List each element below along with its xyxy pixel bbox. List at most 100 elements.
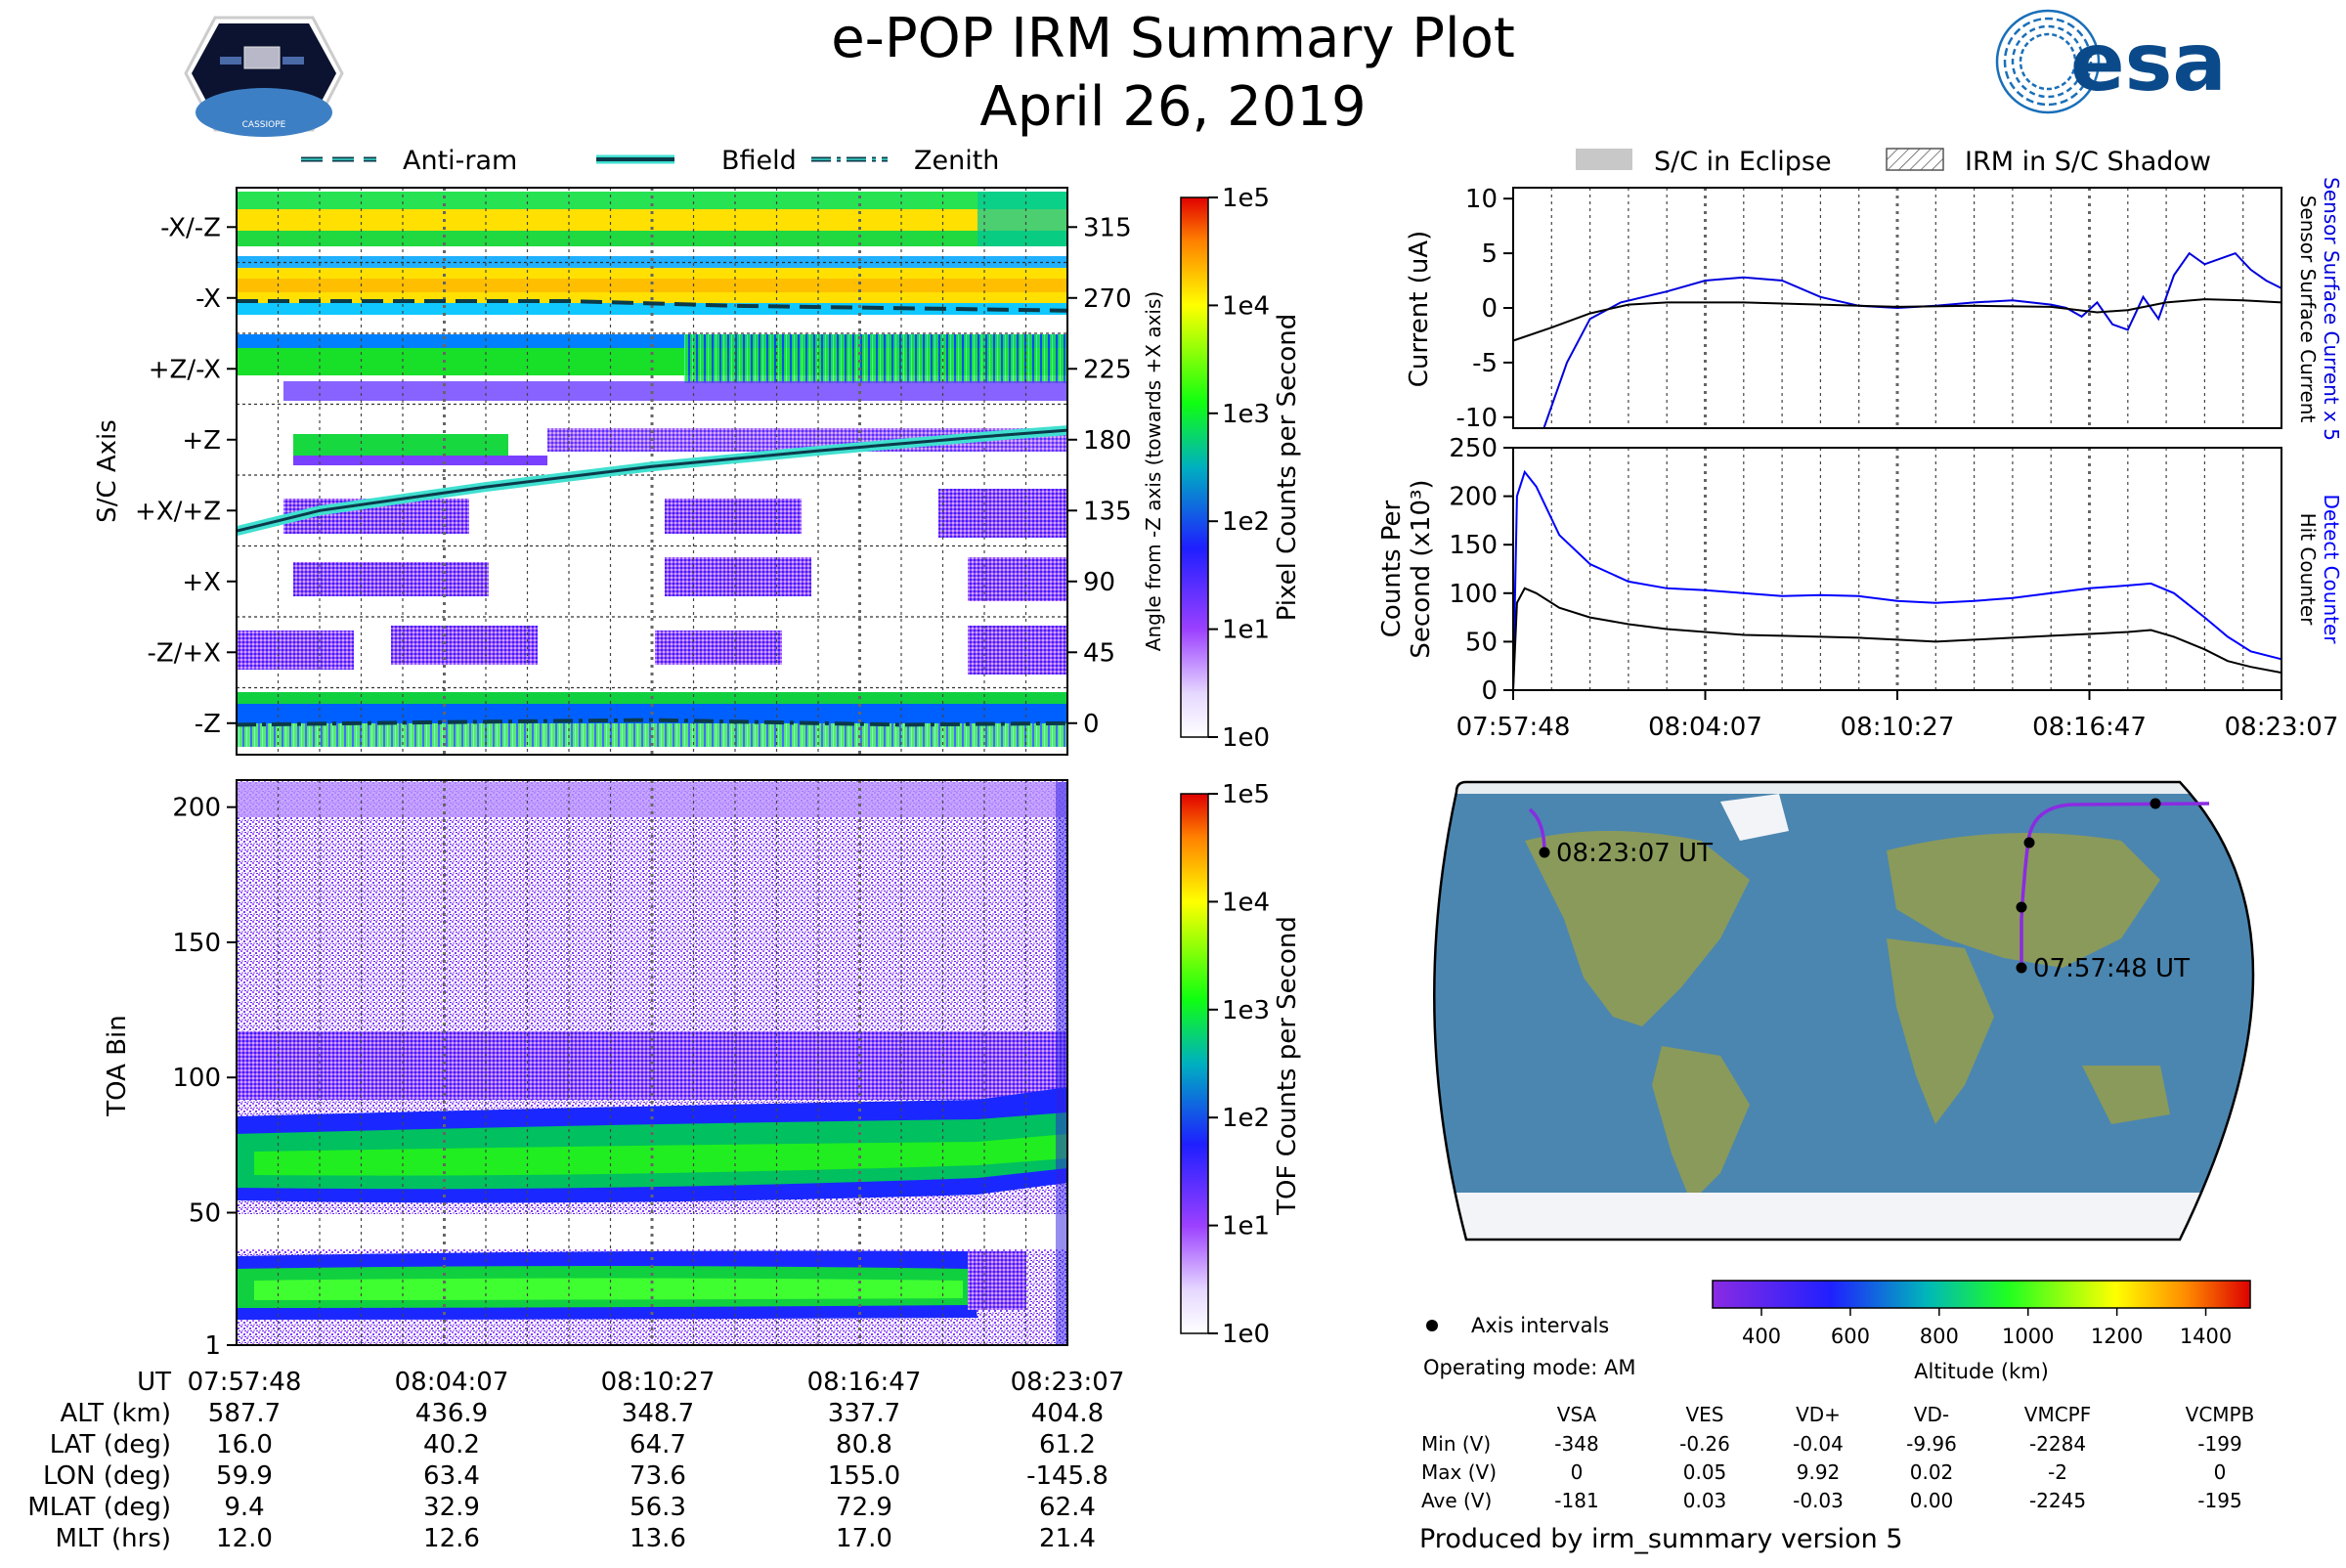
current-tick-label-0: 10: [1465, 185, 1498, 214]
cb1-ticks-label-1: 1e4: [1222, 291, 1270, 321]
antiram-trace: [237, 299, 1068, 313]
ephem-cell-5-1: 12.6: [423, 1524, 480, 1553]
sc-axis-tick-label-4: +X/+Z: [135, 497, 221, 526]
ephem-cell-4-0: 9.4: [224, 1493, 264, 1522]
counts-time-gridlines: [1550, 448, 2244, 690]
voltage-col-4: VMCPF: [2024, 1403, 2091, 1426]
voltage-row-label-0: Min (V): [1421, 1432, 1491, 1456]
cassiope-logo-text: CASSIOPE: [242, 120, 286, 130]
cb1-ticks-label-0: 1e5: [1222, 184, 1270, 213]
toa-bin-ticks: 200 150 100 50 1: [172, 794, 237, 1361]
axis-intervals-marker: [1426, 1320, 1438, 1331]
voltage-col-3: VD-: [1914, 1403, 1949, 1426]
voltage-cell-2-1: 0.03: [1683, 1489, 1727, 1512]
altitude-tick-label-5: 1400: [2180, 1325, 2232, 1348]
toa-heatmap-panel: 200 150 100 50 1 TOA Bin: [103, 779, 1068, 1361]
voltage-cell-1-3: 0.02: [1910, 1460, 1954, 1484]
toa-tick-label-2: 100: [172, 1064, 221, 1093]
voltage-col-1: VES: [1685, 1403, 1723, 1426]
sc-axis-ticks: -X/-Z -X +Z/-X +Z +X/+Z +X -Z/+X -Z: [135, 213, 237, 739]
altitude-tick-label-4: 1200: [2091, 1325, 2143, 1348]
counts-xtick-label-0: 07:57:48: [1456, 713, 1571, 742]
cb1-ticks-label-3: 1e2: [1222, 507, 1270, 537]
sensor-surface-current-x5-line: [1542, 251, 2282, 429]
angle-tick-label-4: 135: [1083, 497, 1132, 526]
sc-axis-tick-label-6: -Z/+X: [147, 638, 221, 668]
produced-by: Produced by irm_summary version 5: [1419, 1524, 1903, 1554]
legend-eclipse: S/C in Eclipse: [1654, 147, 1832, 177]
voltage-row-label-2: Ave (V): [1421, 1489, 1492, 1512]
ground-track-map: 08:23:07 UT 07:57:48 UT: [1433, 780, 2255, 1241]
voltage-row-label-1: Max (V): [1421, 1460, 1497, 1484]
detect-counter-line: [1512, 469, 2282, 691]
toa-time-gridlines: [277, 780, 1027, 1345]
ephem-cell-1-1: 436.9: [415, 1399, 488, 1428]
ephem-cell-5-4: 21.4: [1039, 1524, 1096, 1553]
ephem-cell-2-1: 40.2: [423, 1430, 480, 1459]
counts-y-label-line1: Counts Per: [1377, 500, 1407, 637]
voltage-col-0: VSA: [1557, 1403, 1597, 1426]
sc-axis-tick-label-7: -Z: [195, 710, 221, 739]
ephem-row-label-3: LON (deg): [43, 1461, 171, 1491]
voltage-cell-0-5: -199: [2197, 1432, 2241, 1456]
current-tick-label-1: 5: [1481, 240, 1498, 269]
ephem-cell-2-0: 16.0: [216, 1430, 273, 1459]
ephem-row-label-4: MLAT (deg): [27, 1493, 171, 1522]
counts-right-label-blue: Detect Counter: [2320, 495, 2343, 645]
counts-xtick-label-4: 08:23:07: [2225, 713, 2339, 742]
counts-tick-label-0: 250: [1449, 434, 1498, 463]
voltage-cell-2-5: -195: [2197, 1489, 2241, 1512]
current-right-label-black: Sensor Surface Current: [2296, 196, 2320, 423]
counts-panel: 250 200 150 100 50 0 07:57:48 08:04:07 08:10:27…: [1377, 434, 2343, 742]
angle-tick-label-0: 315: [1083, 213, 1132, 242]
voltage-cell-0-3: -9.96: [1906, 1432, 1957, 1456]
ephem-cell-4-1: 32.9: [423, 1493, 480, 1522]
axis-intervals-label: Axis intervals: [1471, 1314, 1609, 1337]
sc-axis-tick-label-2: +Z/-X: [149, 355, 221, 384]
ephem-cell-3-2: 73.6: [630, 1461, 686, 1491]
altitude-tick-label-1: 600: [1831, 1325, 1870, 1348]
ephem-cell-1-4: 404.8: [1031, 1399, 1104, 1428]
legend-zenith: Zenith: [914, 146, 999, 176]
cb2-ticks-label-1: 1e4: [1222, 888, 1270, 917]
cb2-ticks-label-2: 1e3: [1222, 996, 1270, 1025]
tof-colorbar: 1e5 1e4 1e3 1e2 1e1 1e0 TOF Counts per Second: [1180, 780, 1302, 1349]
voltage-table: VSA VES VD+ VD- VMCPF VCMPB Min (V) -348 -0.26 -0…: [1421, 1403, 2254, 1512]
voltage-cell-0-0: -348: [1554, 1432, 1598, 1456]
counts-tick-label-1: 200: [1449, 483, 1498, 512]
cb2-ticks-label-3: 1e2: [1222, 1104, 1270, 1133]
voltage-col-5: VCMPB: [2186, 1403, 2255, 1426]
ephem-cell-5-2: 13.6: [630, 1524, 686, 1553]
cb2-ticks-label-4: 1e1: [1222, 1212, 1270, 1241]
current-right-label-blue: Sensor Surface Current x 5: [2320, 177, 2343, 441]
pixel-heatmap-panel: -X/-Z -X +Z/-X +Z +X/+Z +X -Z/+X -Z 315 270 225 18…: [93, 187, 1165, 756]
voltage-cell-0-2: -0.04: [1793, 1432, 1844, 1456]
toa-bin-label: TOA Bin: [103, 1015, 132, 1116]
voltage-cell-1-5: 0: [2214, 1460, 2227, 1484]
pixel-axis-separators: [237, 261, 1067, 689]
voltage-cell-1-4: -2: [2048, 1460, 2067, 1484]
figure-date: April 26, 2019: [979, 75, 1366, 139]
toa-tick-label-0: 200: [172, 794, 221, 823]
ephem-cell-1-3: 337.7: [828, 1399, 900, 1428]
ephem-cell-5-3: 17.0: [836, 1524, 892, 1553]
ephem-cell-4-3: 72.9: [836, 1493, 892, 1522]
counts-tick-label-4: 50: [1465, 628, 1498, 657]
ephem-cell-3-3: 155.0: [828, 1461, 900, 1491]
cb1-ticks-label-2: 1e3: [1222, 400, 1270, 429]
voltage-cell-1-2: 9.92: [1797, 1460, 1841, 1484]
cb1-ticks-label-5: 1e0: [1222, 723, 1270, 753]
trace-legend: Anti-ram Bfield Zenith: [301, 146, 999, 176]
voltage-cell-2-2: -0.03: [1793, 1489, 1844, 1512]
angle-tick-label-7: 0: [1083, 710, 1100, 739]
pixel-colorbar-ticks: 1e5 1e4 1e3 1e2 1e1 1e0: [1208, 184, 1270, 753]
counts-y-label-line2: Second (x10³): [1407, 479, 1436, 658]
current-tick-label-4: -10: [1456, 404, 1498, 433]
ephem-cell-2-2: 64.7: [630, 1430, 686, 1459]
altitude-tick-label-0: 400: [1742, 1325, 1781, 1348]
altitude-label: Altitude (km): [1914, 1360, 2049, 1383]
hit-counter-line: [1512, 587, 2282, 691]
zenith-trace: [236, 718, 1068, 727]
